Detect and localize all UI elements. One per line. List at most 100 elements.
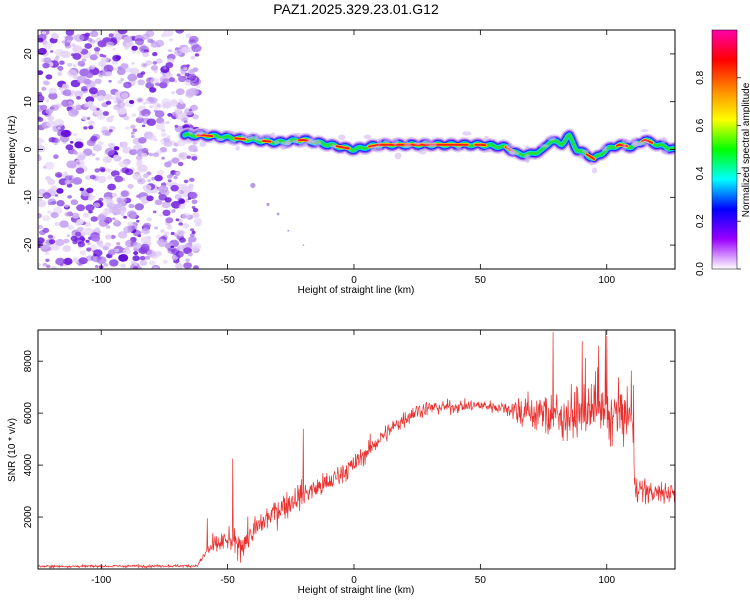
noise-blob [105,168,112,173]
ridge-halo-blob [216,138,225,142]
noise-blob [191,245,199,252]
noise-blob [175,113,185,120]
noise-blob [183,179,189,184]
noise-blob [163,231,170,236]
noise-blob [125,126,130,130]
ridge-halo-blob [462,131,472,136]
noise-blob [171,209,176,213]
ridge-halo-blob [428,141,437,148]
noise-blob [48,239,56,245]
noise-blob [136,159,143,165]
noise-blob [72,177,83,185]
noise-blob [47,198,57,206]
noise-blob [186,64,190,68]
y-tick-label: 2000 [23,505,34,528]
noise-blob [61,99,71,108]
noise-blob [136,97,144,103]
noise-blob [54,138,60,144]
ridge-halo-blob [188,128,195,135]
noise-blob [162,78,170,85]
x-tick-label: 0 [351,575,357,586]
noise-blob [84,32,91,37]
noise-blob [87,100,94,106]
noise-blob [47,210,52,214]
noise-blob [67,62,73,67]
noise-blob [38,94,45,103]
noise-blob [148,134,157,141]
noise-blob [114,248,120,253]
noise-blob [86,187,94,194]
noise-blob [120,92,129,99]
noise-blob [149,260,156,266]
noise-blob [102,129,110,136]
noise-blob [169,100,179,107]
y-tick-label: -10 [23,190,34,205]
noise-blob [161,201,171,209]
noise-blob [111,96,116,100]
noise-blob [128,203,135,209]
noise-blob [121,141,129,147]
noise-blob [50,212,59,219]
noise-blob [91,234,101,242]
noise-blob [123,226,133,234]
noise-blob [178,152,189,160]
y-tick-label: 4000 [23,454,34,477]
noise-blob [158,185,169,194]
noise-blob [114,219,119,223]
noise-blob [55,55,60,59]
noise-blob [42,62,50,69]
noise-blob [77,60,86,67]
noise-blob [72,133,77,137]
ridge-halo-blob [292,139,299,144]
noise-blob [67,195,72,199]
ridge-peak [234,137,247,141]
noise-blob [42,192,51,199]
trace-dot [266,202,270,207]
ridge-halo-blob [193,131,204,136]
noise-blob [45,108,53,115]
noise-blob [96,89,107,98]
noise-blob [181,212,191,220]
noise-blob [117,30,128,35]
noise-blob [161,132,167,137]
noise-blob [47,234,54,239]
noise-blob [139,260,148,266]
noise-blob [60,129,71,138]
noise-blob [76,161,81,165]
noise-blob [76,226,84,233]
noise-blob [85,239,90,243]
noise-blob [136,51,141,54]
noise-blob [86,116,91,120]
noise-blob [140,243,150,251]
y-tick-label: -20 [23,237,34,252]
noise-blob [74,141,84,149]
x-tick-label: 50 [475,275,487,286]
ridge-halo-blob [637,141,644,146]
noise-blob [110,36,117,43]
noise-blob [54,156,58,159]
noise-blob [70,199,79,206]
noise-blob [152,152,159,158]
noise-blob [106,116,114,123]
noise-blob [38,155,41,159]
noise-blob [175,263,184,269]
noise-blob [157,169,165,176]
noise-blob [175,171,181,176]
noise-blob [65,35,74,42]
noise-blob [102,111,109,116]
colorbar-tick-label: 0.0 [695,262,706,276]
noise-blob [93,202,101,208]
colorbar-gradient [712,30,737,269]
noise-blob [191,199,198,205]
noise-blob [79,250,86,256]
noise-blob [178,75,187,83]
noise-blob [186,155,191,159]
noise-blob [57,65,64,71]
noise-blob [178,218,183,223]
noise-blob [134,203,144,211]
noise-blob [38,37,44,43]
trace-dot [287,229,290,232]
noise-blob [171,112,177,116]
noise-blob [161,33,167,38]
noise-blob [185,33,192,39]
